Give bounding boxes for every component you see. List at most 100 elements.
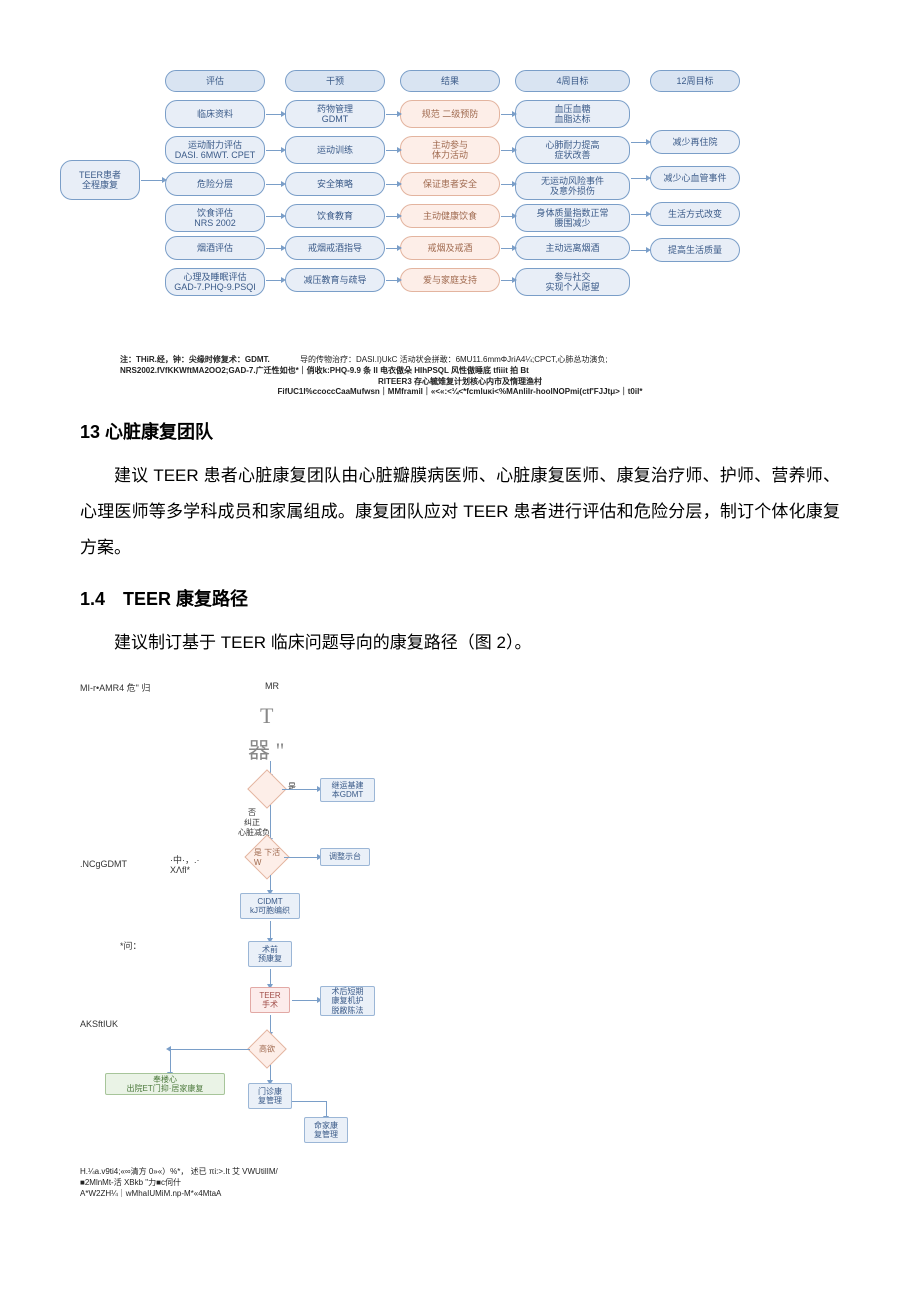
fig2-box-r3: 术后短期康复机护脱敝陈法 [320, 986, 375, 1016]
arrow-icon [266, 184, 282, 185]
fig1-hdr-2: 结果 [400, 70, 500, 92]
fig1-r4c2: 戒烟戒酒指导 [285, 236, 385, 260]
fig1-r2c4: 无运动风险事件及意外损伤 [515, 172, 630, 200]
fig2-box-preop: 术前预康复 [248, 941, 292, 967]
fig2-cap-l1: H.¼a.v9ti4;«∞清方 0»«）%*， 述已 πi:>.It 艾 VWU… [80, 1167, 278, 1176]
line-icon [270, 875, 271, 891]
fig1-r2c1: 危险分层 [165, 172, 265, 196]
fig1-cap-l1a: 注：THiR.经，钟：尖缘时修复术：GDMT. [120, 355, 270, 364]
fig1-r2c2: 安全策略 [285, 172, 385, 196]
heading-13: 13 心脏康复团队 [80, 418, 840, 444]
fig2-cap-l3: A*W2ZH¼｜wMhaIUMiM.np-M*«4MtaA [80, 1189, 221, 1198]
fig2-box-home: 命家康复管理 [304, 1117, 348, 1143]
fig1-r5c3: 爱与家庭支持 [400, 268, 500, 292]
arrow-icon [501, 184, 513, 185]
fig1-r1c2: 运动训练 [285, 136, 385, 164]
fig1-c5-3: 提高生活质量 [650, 238, 740, 262]
fig2-side-left2: *问： [120, 939, 142, 952]
fig1-cap-l1b: 导的传物治疗：DASI.I)UkC 活动状会拼敢：6MU11.6mmΦJriA4… [300, 355, 608, 364]
arrow-icon [631, 142, 647, 143]
arrow-icon [284, 857, 318, 858]
fig2-box-green: 奉楼心出院ET门抑·居家康复 [105, 1073, 225, 1095]
fig2-caption: H.¼a.v9ti4;«∞清方 0»«）%*， 述已 πi:>.It 艾 VWU… [80, 1167, 860, 1199]
fig2-diamond-top [247, 769, 287, 809]
fig1-r3c1: 饮食评估NRS 2002 [165, 204, 265, 232]
fig1-hdr-1: 干预 [285, 70, 385, 92]
fig2-box-out: 门诊康复管理 [248, 1083, 292, 1109]
fig2-cap-l2: ■2MlnMt-活 XBkb "力■c伺什 [80, 1178, 181, 1187]
arrow-icon [386, 150, 398, 151]
line-icon [270, 921, 271, 939]
arrow-icon [266, 150, 282, 151]
fig1-r4c1: 烟酒评估 [165, 236, 265, 260]
arrow-icon [266, 216, 282, 217]
fig1-r5c1: 心理及睡眠评估GAD-7.PHQ-9.PSQI [165, 268, 265, 296]
line-icon [292, 1101, 326, 1102]
fig1-r1c3: 主动参与体力活动 [400, 136, 500, 164]
para-14: 建议制订基于 TEER 临床问题导向的康复路径（图 2）。 [80, 625, 840, 661]
arrow-icon [141, 180, 163, 181]
arrow-icon [501, 114, 513, 115]
arrow-icon [386, 216, 398, 217]
arrow-icon [292, 1000, 318, 1001]
line-icon [270, 969, 271, 985]
fig2-box-r1: 继运基建本GDMT [320, 778, 375, 802]
fig1-c5-1: 减少心血管事件 [650, 166, 740, 190]
arrow-icon [501, 280, 513, 281]
arrow-icon [170, 1049, 250, 1050]
figure-2-flowchart: MI-r•AMR4 危" 归 MR T 器 " 是 继运基建本GDMT 否 纠正… [80, 681, 440, 1161]
arrow-icon [282, 789, 318, 790]
arrow-icon [386, 114, 398, 115]
arrow-icon [266, 248, 282, 249]
fig2-box-teer: TEER手术 [250, 987, 290, 1013]
fig1-r0c1: 临床资料 [165, 100, 265, 128]
fig1-r5c2: 减压教育与疏导 [285, 268, 385, 292]
arrow-icon [501, 150, 513, 151]
arrow-icon [266, 280, 282, 281]
fig2-side-mid1b: XΛfl* [170, 865, 190, 875]
fig1-cap-l2: NRS2002.fVfKKWftMA2OO2;GAD-7.广迁性如也*｜俏收k:… [120, 366, 529, 375]
fig2-box-cidmt: CIDMTkJ可胞编织 [240, 893, 300, 919]
arrow-icon [501, 248, 513, 249]
line-icon [170, 1049, 171, 1073]
fig1-caption: 注：THiR.经，钟：尖缘时修复术：GDMT. 导的传物治疗：DASI.I)Uk… [120, 355, 800, 398]
fig1-c5-2: 生活方式改变 [650, 202, 740, 226]
fig1-hdr-4: 12周目标 [650, 70, 740, 92]
fig1-hdr-3: 4周目标 [515, 70, 630, 92]
fig2-big2: 器 " [248, 733, 284, 765]
fig1-r4c3: 戒烟及戒酒 [400, 236, 500, 260]
fig2-top-left: MI-r•AMR4 危" 归 [80, 681, 150, 694]
fig1-r2c3: 保证患者安全 [400, 172, 500, 196]
para-13: 建议 TEER 患者心脏康复团队由心脏瓣膜病医师、心脏康复医师、康复治疗师、护师… [80, 458, 840, 565]
fig2-top-right: MR [265, 681, 279, 691]
fig2-edge-yes: 是 [288, 781, 296, 792]
fig1-r3c2: 饮食教育 [285, 204, 385, 228]
line-icon [270, 1065, 271, 1081]
fig1-r0c4: 血压血糖血脂达标 [515, 100, 630, 128]
fig2-diamond-2: 是 下活W [244, 834, 289, 879]
line-icon [326, 1101, 327, 1117]
fig2-box-r2: 调整示台 [320, 848, 370, 866]
arrow-icon [266, 114, 282, 115]
fig2-side-left3: AKSftIUK [80, 1019, 118, 1029]
arrow-icon [386, 248, 398, 249]
fig1-r0c2: 药物管理GDMT [285, 100, 385, 128]
fig1-r1c4: 心肺耐力提高症状改善 [515, 136, 630, 164]
figure-1-flowchart: TEER患者全程康复 评估 干预 结果 4周目标 12周目标 临床资料 药物管理… [60, 70, 860, 350]
heading-14: 1.4 TEER 康复路径 [80, 585, 840, 611]
arrow-icon [386, 184, 398, 185]
fig2-diamond-3: 高欲 [247, 1029, 287, 1069]
line-icon [270, 805, 271, 839]
fig1-r3c4: 身体质量指数正常腰围减少 [515, 204, 630, 232]
fig1-r0c3: 规范 二级预防 [400, 100, 500, 128]
fig2-big1: T [260, 703, 273, 729]
fig1-hdr-0: 评估 [165, 70, 265, 92]
fig1-r5c4: 参与社交实现个人愿望 [515, 268, 630, 296]
arrow-icon [386, 280, 398, 281]
fig1-cap-l4: FifUC1I%ccoccCaaMufwsn｜MMframil｜«<«:<¼<*… [278, 387, 643, 396]
arrow-icon [631, 250, 647, 251]
fig1-left-box: TEER患者全程康复 [60, 160, 140, 200]
arrow-icon [631, 178, 647, 179]
fig2-side-left1: .NCgGDMT [80, 859, 127, 869]
arrow-icon [631, 214, 647, 215]
